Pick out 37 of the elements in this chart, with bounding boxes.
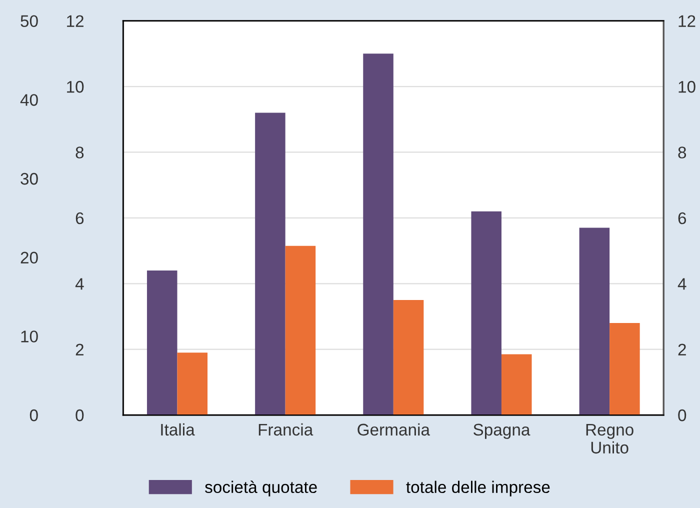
y3-tick-label: 30 — [20, 172, 38, 185]
y-tick-label: 10 — [67, 80, 84, 93]
bar — [579, 228, 610, 416]
bar — [177, 352, 208, 416]
y3-tick-label: 50 — [20, 15, 38, 28]
y-tick-label: 8 — [76, 146, 84, 158]
bar — [471, 211, 502, 416]
legend-label: società quotate — [205, 480, 317, 496]
y2-tick-label: 0 — [678, 409, 686, 422]
bar — [255, 112, 286, 416]
bar — [501, 354, 532, 416]
y-tick-label: 2 — [76, 344, 84, 356]
y-tick-label: 6 — [76, 212, 84, 224]
x-tick-label: Regno Unito — [586, 424, 634, 454]
x-tick-label: Francia — [258, 423, 314, 436]
y-tick-label: 0 — [76, 409, 84, 422]
y2-tick-label: 4 — [678, 278, 686, 290]
y2-tick-label: 12 — [678, 15, 696, 27]
y3-tick-label: 0 — [30, 409, 38, 422]
bar — [146, 270, 178, 416]
bar — [610, 323, 640, 416]
y3-tick-label: 10 — [21, 330, 38, 342]
y-tick-label: 4 — [75, 278, 84, 290]
y3-tick-label: 40 — [20, 94, 38, 106]
x-tick-label: Germania — [358, 423, 430, 436]
y2-tick-label: 2 — [678, 344, 686, 356]
y3-tick-label: 20 — [20, 252, 38, 264]
bar — [363, 54, 394, 416]
y-tick-label: 12 — [67, 15, 84, 27]
y2-tick-label: 8 — [678, 146, 686, 158]
x-tick-label: Spagna — [474, 424, 530, 439]
bar — [285, 246, 316, 416]
legend-label: totale delle imprese — [406, 480, 550, 496]
x-tick-label: Italia — [161, 423, 195, 436]
y2-tick-label: 6 — [678, 212, 686, 224]
bar — [393, 300, 424, 416]
y2-tick-label: 10 — [678, 80, 696, 93]
